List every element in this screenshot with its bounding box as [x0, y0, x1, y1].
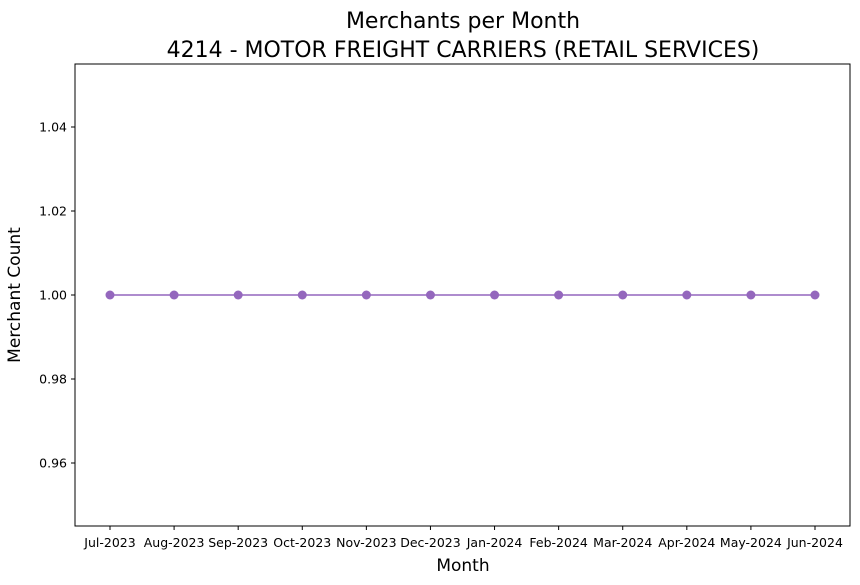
y-tick-label: 1.04 [39, 120, 67, 135]
data-point [169, 290, 179, 300]
x-tick-label: Jun-2024 [786, 535, 843, 550]
x-tick-label: Feb-2024 [529, 535, 588, 550]
chart-subtitle: 4214 - MOTOR FREIGHT CARRIERS (RETAIL SE… [167, 38, 760, 63]
x-tick-label: Mar-2024 [593, 535, 652, 550]
data-point [425, 290, 435, 300]
y-axis-label: Merchant Count [5, 227, 25, 363]
data-point [105, 290, 115, 300]
data-point [297, 290, 307, 300]
x-tick-label: Nov-2023 [336, 535, 396, 550]
y-axis: 0.96 0.98 1.00 1.02 1.04 [39, 120, 75, 471]
x-axis: Jul-2023 Aug-2023 Sep-2023 Oct-2023 Nov-2023… [83, 526, 843, 550]
y-tick-label: 0.96 [39, 456, 67, 471]
plot-area [105, 290, 820, 300]
y-tick-label: 0.98 [39, 372, 67, 387]
data-point [810, 290, 820, 300]
x-tick-label: Sep-2023 [208, 535, 268, 550]
x-tick-label: Aug-2023 [144, 535, 205, 550]
data-point [361, 290, 371, 300]
data-point [746, 290, 756, 300]
data-point [233, 290, 243, 300]
data-point [618, 290, 628, 300]
x-tick-label: Jul-2023 [83, 535, 135, 550]
data-point [682, 290, 692, 300]
y-tick-label: 1.02 [39, 204, 67, 219]
chart-title: Merchants per Month [346, 9, 580, 34]
x-tick-label: Jan-2024 [466, 535, 523, 550]
data-point [490, 290, 500, 300]
data-point [554, 290, 564, 300]
x-axis-label: Month [436, 556, 489, 576]
x-tick-label: May-2024 [720, 535, 782, 550]
x-tick-label: Dec-2023 [400, 535, 461, 550]
x-tick-label: Apr-2024 [658, 535, 715, 550]
y-tick-label: 1.00 [39, 288, 67, 303]
x-tick-label: Oct-2023 [273, 535, 331, 550]
